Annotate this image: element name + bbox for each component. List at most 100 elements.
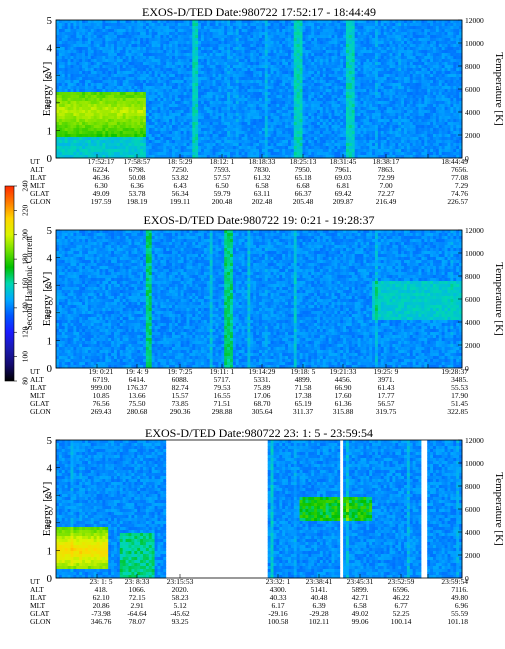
- heatmap-cell: [328, 92, 332, 96]
- heatmap-cell: [270, 110, 274, 114]
- heatmap-cell: [125, 89, 129, 93]
- heatmap-cell: [331, 47, 335, 51]
- heatmap-cell: [209, 134, 213, 138]
- heatmap-cell: [67, 134, 71, 138]
- heatmap-cell: [140, 47, 144, 51]
- heatmap-cell: [247, 35, 251, 39]
- heatmap-cell: [235, 146, 240, 150]
- heatmap-cell: [85, 86, 89, 90]
- heatmap-cell: [140, 29, 144, 33]
- heatmap-cell: [96, 107, 100, 111]
- heatmap-cell: [56, 47, 60, 51]
- heatmap-cell: [348, 68, 353, 72]
- heatmap-cell: [328, 125, 332, 129]
- heatmap-cell: [302, 74, 306, 78]
- heatmap-cell: [125, 131, 129, 135]
- heatmap-cell: [244, 122, 248, 126]
- heatmap-cell: [209, 23, 213, 27]
- heatmap-cell: [218, 131, 222, 135]
- heatmap-cell: [270, 71, 274, 75]
- heatmap-cell: [99, 125, 103, 129]
- heatmap-cell: [85, 122, 89, 126]
- heatmap-cell: [296, 140, 300, 144]
- heatmap-cell: [319, 116, 324, 120]
- heatmap-cell: [308, 113, 312, 117]
- heatmap-cell: [230, 125, 234, 129]
- heatmap-cell: [163, 149, 167, 153]
- heatmap-cell: [174, 146, 179, 150]
- heatmap-cell: [183, 56, 187, 60]
- heatmap-cell: [160, 89, 164, 93]
- heatmap-cell: [73, 38, 77, 42]
- heatmap-cell: [351, 62, 356, 66]
- heatmap-cell: [215, 59, 219, 63]
- heatmap-cell: [201, 20, 205, 24]
- heatmap-cell: [148, 89, 153, 93]
- heatmap-cell: [221, 143, 225, 147]
- heatmap-cell: [218, 83, 222, 87]
- heatmap-cell: [201, 95, 205, 99]
- heatmap-cell: [296, 38, 300, 42]
- heatmap-cell: [325, 77, 329, 81]
- heatmap-cell: [293, 137, 298, 141]
- heatmap-cell: [201, 35, 205, 39]
- heatmap-cell: [319, 41, 324, 45]
- heatmap-cell: [85, 110, 89, 114]
- heatmap-cell: [163, 41, 167, 45]
- heatmap-cell: [90, 50, 95, 54]
- heatmap-cell: [317, 68, 321, 72]
- heatmap-cell: [198, 113, 202, 117]
- heatmap-cell: [305, 116, 309, 120]
- heatmap-cell: [134, 119, 138, 123]
- heatmap-cell: [317, 89, 321, 93]
- heatmap-cell: [227, 47, 231, 51]
- heatmap-cell: [177, 32, 182, 36]
- heatmap-cell: [76, 71, 80, 75]
- heatmap-cell: [99, 140, 103, 144]
- heatmap-cell: [195, 116, 199, 120]
- heatmap-cell: [215, 47, 219, 51]
- heatmap-cell: [189, 62, 193, 66]
- heatmap-cell: [85, 116, 89, 120]
- heatmap-cell: [137, 23, 141, 27]
- heatmap-cell: [87, 122, 92, 126]
- heatmap-cell: [114, 119, 118, 123]
- heatmap-cell: [250, 128, 254, 132]
- heatmap-cell: [244, 143, 248, 147]
- heatmap-cell: [96, 128, 100, 132]
- heatmap-cell: [145, 56, 150, 60]
- heatmap-cell: [99, 35, 103, 39]
- heatmap-cell: [108, 140, 112, 144]
- heatmap-cell: [93, 20, 97, 24]
- heatmap-cell: [154, 140, 158, 144]
- heatmap-cell: [143, 119, 147, 123]
- heatmap-cell: [282, 41, 286, 45]
- heatmap-cell: [102, 38, 106, 42]
- heatmap-cell: [195, 41, 199, 45]
- heatmap-cell: [319, 149, 324, 153]
- heatmap-cell: [218, 89, 222, 93]
- heatmap-cell: [215, 119, 219, 123]
- heatmap-cell: [253, 38, 257, 42]
- heatmap-cell: [209, 59, 213, 63]
- heatmap-cell: [282, 116, 286, 120]
- heatmap-cell: [232, 32, 237, 36]
- colorbar-tick-label: 240: [21, 180, 30, 192]
- heatmap-cell: [337, 92, 341, 96]
- heatmap-cell: [116, 47, 121, 51]
- heatmap-cell: [160, 20, 164, 24]
- heatmap-cell: [296, 128, 300, 132]
- heatmap-cell: [267, 116, 271, 120]
- heatmap-cell: [143, 23, 147, 27]
- heatmap-cell: [343, 65, 347, 69]
- heatmap-cell: [232, 77, 237, 81]
- heatmap-cell: [201, 56, 205, 60]
- heatmap-cell: [108, 104, 112, 108]
- heatmap-cell: [70, 146, 74, 150]
- heatmap-cell: [357, 152, 361, 156]
- heatmap-cell: [221, 26, 225, 30]
- heatmap-cell: [169, 53, 173, 57]
- heatmap-cell: [331, 83, 335, 87]
- heatmap-cell: [102, 92, 106, 96]
- heatmap-cell: [183, 116, 187, 120]
